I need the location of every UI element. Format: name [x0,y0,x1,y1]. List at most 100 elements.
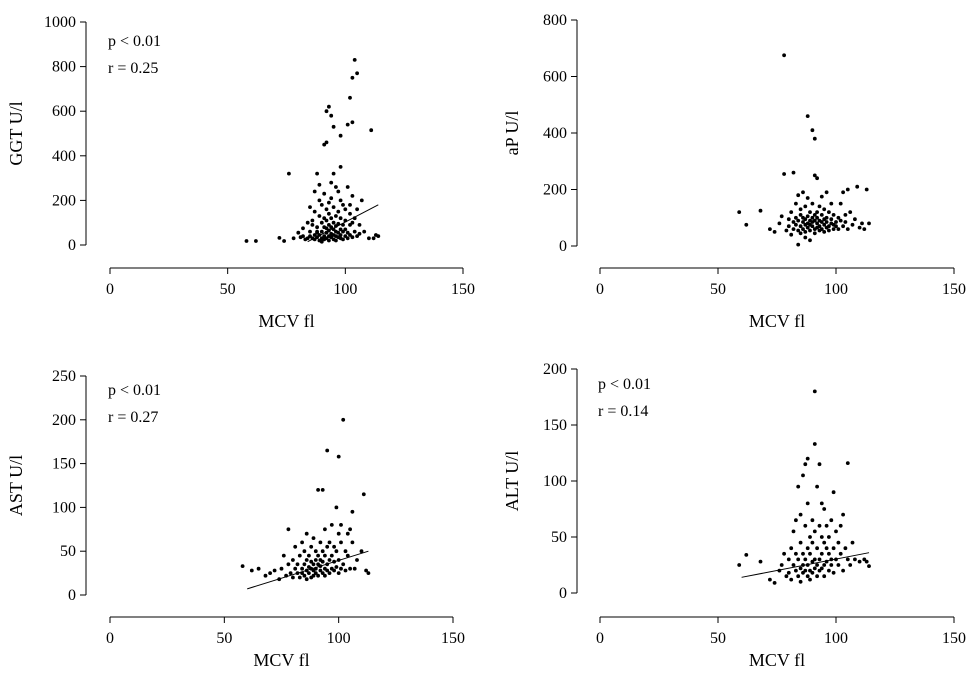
data-point [808,551,812,556]
data-point [297,553,302,558]
x-tick-label: 150 [451,281,475,298]
data-point [361,492,366,497]
data-point [343,227,348,232]
data-point [317,182,322,187]
data-point [810,559,815,564]
data-point [812,389,817,394]
data-point [297,575,302,580]
data-point [339,540,343,545]
data-point [331,124,336,129]
data-point [338,133,343,138]
x-axis-label: MCV fl [749,650,805,670]
y-tick-label: 200 [52,412,76,429]
data-point [798,512,803,517]
y-tick-label: 50 [551,529,567,546]
data-point [867,221,871,226]
data-point [803,462,808,467]
data-point [810,570,815,575]
data-point [339,523,343,527]
data-point [777,221,782,226]
data-point [316,553,320,558]
data-point [311,562,316,567]
data-point [841,224,845,229]
data-point [249,568,254,573]
data-point [324,218,329,223]
data-point [338,198,343,203]
data-point [812,218,817,223]
data-point [850,222,855,227]
data-point [834,224,838,229]
data-point [291,236,296,241]
y-tick-label: 200 [543,182,567,199]
data-point [805,214,810,219]
data-point [860,221,864,226]
y-tick-label: 800 [52,59,76,76]
data-point [796,557,801,562]
data-point [812,557,817,562]
data-point [317,198,322,203]
data-point [277,236,282,240]
data-point [369,128,374,133]
data-point [320,559,325,564]
data-point [320,571,325,575]
y-tick-label: 600 [543,69,567,86]
data-point [791,563,796,567]
data-point [313,571,318,575]
data-point [350,75,355,80]
data-point [845,461,850,465]
data-point [838,551,843,556]
data-point [286,527,291,532]
data-point [857,559,862,564]
x-tick-label: 50 [216,630,232,647]
data-point [831,213,836,217]
data-point [812,173,817,178]
data-point [831,546,836,551]
data-point [801,227,805,232]
data-point [817,462,822,467]
data-point [834,529,838,534]
chart-panel-ap: 0 200 400 600 800 0 50 100 150 MCV fl aP U/l [502,12,966,331]
data-point [327,223,331,227]
data-point [350,509,355,514]
data-point [808,577,812,582]
x-tick-label: 0 [106,281,114,298]
data-point [829,518,834,523]
data-point [339,566,343,571]
x-axis-label: MCV fl [258,311,314,331]
y-axis-label: AST U/l [6,455,26,516]
data-point [305,220,310,225]
data-point [329,216,334,221]
data-point [313,558,318,562]
data-point [312,189,317,194]
data-point [334,549,339,554]
data-point [364,568,368,573]
data-point [288,571,293,575]
data-point [319,239,324,244]
data-point [838,523,843,528]
data-point [824,215,829,220]
data-point [329,113,334,118]
y-tick-label: 250 [52,368,76,385]
data-point [300,540,304,545]
data-point [794,215,798,220]
data-point [801,473,805,478]
data-point [812,213,817,217]
data-point [827,224,831,229]
data-point [315,171,319,176]
data-point [817,557,822,562]
data-point [798,540,803,545]
data-point [308,205,312,210]
y-tick-label: 150 [543,417,567,434]
data-point [304,531,309,536]
data-point [318,540,323,545]
data-point [338,233,343,237]
data-point [302,549,307,554]
data-point [345,122,350,127]
data-point [815,574,819,579]
data-point [815,563,819,567]
data-point [812,566,817,571]
data-point [808,568,812,573]
data-point [803,235,808,240]
data-point [327,104,331,109]
data-point [324,207,329,212]
